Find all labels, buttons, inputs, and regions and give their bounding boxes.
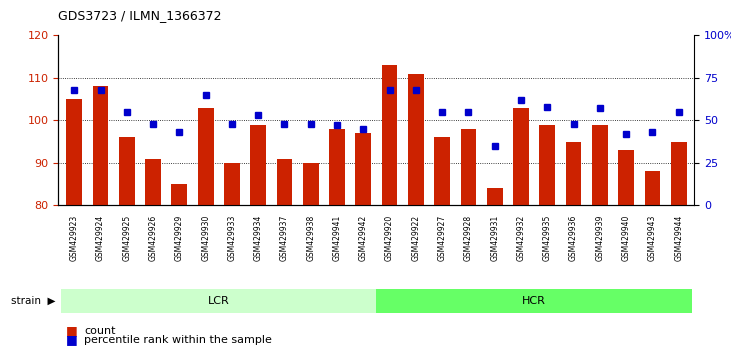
Text: count: count xyxy=(84,326,115,336)
Bar xyxy=(487,188,503,205)
Text: ■: ■ xyxy=(66,325,77,337)
Bar xyxy=(329,129,345,205)
Bar xyxy=(198,108,213,205)
Bar xyxy=(172,184,187,205)
Text: ■: ■ xyxy=(66,333,77,346)
Bar xyxy=(93,86,108,205)
Text: GDS3723 / ILMN_1366372: GDS3723 / ILMN_1366372 xyxy=(58,9,222,22)
Bar xyxy=(382,65,398,205)
Bar xyxy=(592,125,607,205)
Bar xyxy=(61,289,376,313)
Bar xyxy=(645,171,660,205)
Bar xyxy=(539,125,555,205)
Bar xyxy=(408,74,424,205)
Bar xyxy=(618,150,634,205)
Bar xyxy=(250,125,266,205)
Bar xyxy=(276,159,292,205)
Text: HCR: HCR xyxy=(522,296,546,306)
Text: percentile rank within the sample: percentile rank within the sample xyxy=(84,335,272,345)
Bar xyxy=(119,137,135,205)
Text: LCR: LCR xyxy=(208,296,230,306)
Bar xyxy=(513,108,529,205)
Bar xyxy=(303,163,319,205)
Bar xyxy=(145,159,161,205)
Bar xyxy=(67,99,82,205)
Bar xyxy=(224,163,240,205)
Text: strain  ▶: strain ▶ xyxy=(11,296,56,306)
Bar xyxy=(566,142,581,205)
Bar xyxy=(671,142,686,205)
Bar xyxy=(434,137,450,205)
Bar xyxy=(355,133,371,205)
Bar xyxy=(376,289,692,313)
Bar xyxy=(461,129,477,205)
